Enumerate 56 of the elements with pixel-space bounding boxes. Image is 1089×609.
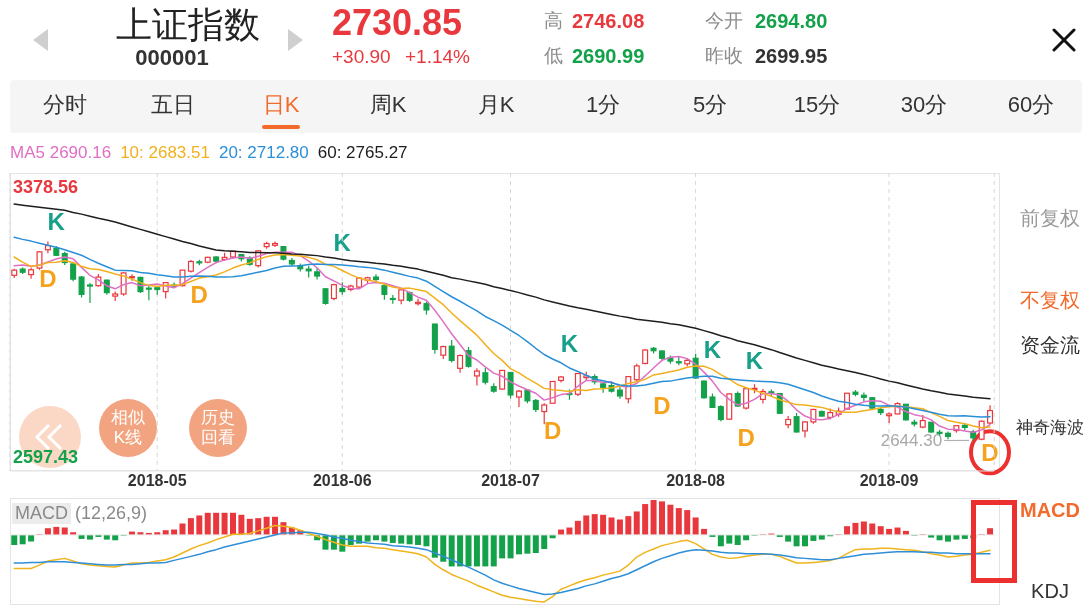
text: 000001: [135, 44, 209, 71]
text: 2690.99: [572, 45, 645, 67]
text: 20: 2712.80: [218, 143, 309, 163]
text: 月K: [477, 91, 515, 118]
text: 不复权: [1020, 289, 1080, 311]
text: 分时: [43, 91, 87, 118]
text: 60: 2765.27: [317, 143, 408, 163]
y-tick-label: 3378.56: [13, 176, 79, 197]
text: 高: [544, 9, 563, 32]
text: 1分: [585, 91, 621, 118]
y-tick-label: 2597.43: [13, 446, 79, 467]
annotation: D: [39, 264, 57, 292]
x-tick-label: 2018-08: [666, 472, 726, 490]
text: MACD: [1020, 499, 1080, 521]
text: 周K: [369, 91, 407, 118]
annotation: K: [703, 336, 722, 364]
text: 2699.95: [755, 45, 828, 67]
annotation: D: [653, 391, 671, 419]
text: 5分: [692, 91, 728, 118]
annotation: K: [47, 208, 66, 236]
x-tick-label: 2018-07: [481, 472, 540, 490]
annotation: D: [543, 416, 562, 444]
text: 昨收: [705, 44, 743, 67]
text: KDJ: [1031, 580, 1069, 602]
text: 2694.80: [755, 10, 828, 32]
annotation: K: [560, 329, 579, 357]
x-tick-label: 2018-09: [859, 472, 919, 490]
annotation: D: [190, 280, 208, 308]
x-tick-label: 2018-05: [127, 472, 187, 490]
annotation: 相似K线: [110, 408, 146, 448]
text: 低: [544, 44, 563, 67]
text: MA5 2690.16: [10, 143, 112, 163]
text: +30.90: [332, 45, 391, 68]
annotation: 历史回看: [200, 408, 236, 448]
text: 五日: [151, 91, 195, 118]
text: 10: 2683.51: [120, 143, 210, 163]
text: 神奇海波: [1016, 417, 1084, 438]
annotation: D: [737, 423, 755, 451]
annotation: K: [745, 346, 764, 374]
text: 60分: [1007, 91, 1055, 118]
annotation: D: [981, 438, 999, 466]
x-tick-label: 2018-06: [312, 472, 372, 490]
annotation: K: [333, 228, 352, 256]
chart-subtitle: (12,26,9): [75, 502, 148, 524]
text: 30分: [900, 91, 948, 118]
chart-title: MACD: [12, 503, 71, 524]
text: 上证指数: [116, 4, 260, 46]
text: 资金流: [1020, 334, 1080, 356]
annotation: 2644.30: [880, 430, 943, 450]
text: 今开: [705, 9, 743, 32]
text: 2746.08: [572, 10, 645, 32]
text: +1.14%: [405, 45, 470, 68]
text: 15分: [793, 91, 841, 118]
text: 日K: [262, 91, 300, 118]
text: 2730.85: [332, 2, 463, 44]
text: 前复权: [1020, 207, 1080, 229]
